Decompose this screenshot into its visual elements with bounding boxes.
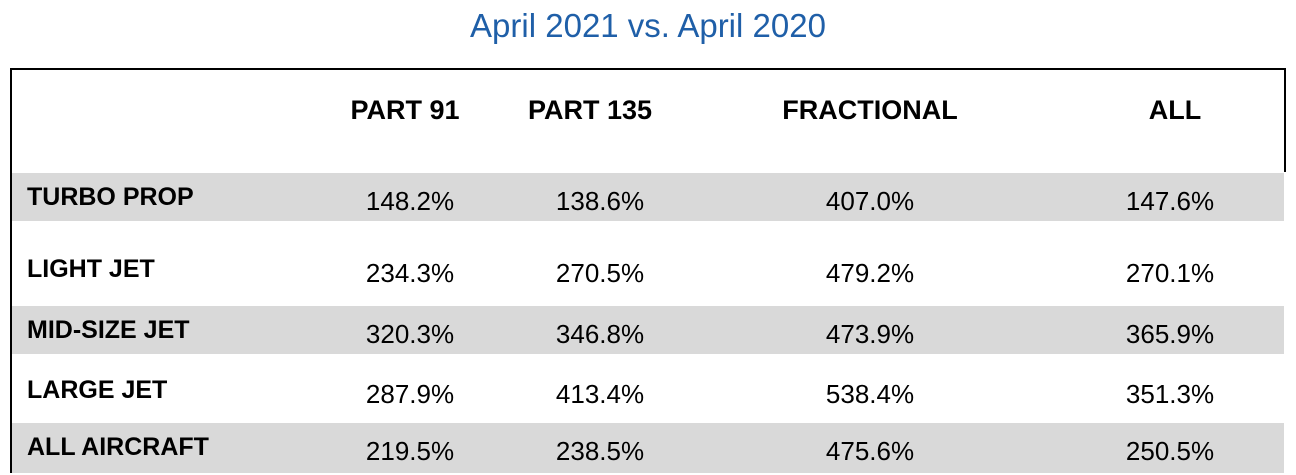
table-cell: 346.8% — [555, 319, 645, 349]
table-cell: 219.5% — [365, 436, 455, 466]
row-label: ALL AIRCRAFT — [27, 433, 209, 461]
table-cell: 234.3% — [365, 258, 455, 288]
table-cell: 413.4% — [555, 379, 645, 409]
table-cell: 473.9% — [825, 319, 915, 349]
table-cell: 475.6% — [825, 436, 915, 466]
table-cell: 250.5% — [1125, 436, 1215, 466]
table-cell: 351.3% — [1125, 379, 1215, 409]
table-row-mid-size-jet: MID-SIZE JET 320.3% 346.8% 473.9% 365.9% — [12, 306, 1284, 354]
table-cell: 479.2% — [825, 258, 915, 288]
table-cell: 287.9% — [365, 379, 455, 409]
column-header-part-135: PART 135 — [527, 95, 653, 125]
header-right-border — [1284, 68, 1286, 172]
row-label: LARGE JET — [27, 376, 168, 404]
table-frame — [10, 68, 1284, 473]
table-cell: 238.5% — [555, 436, 645, 466]
column-header-fractional: FRACTIONAL — [782, 95, 958, 125]
table-cell: 270.5% — [555, 258, 645, 288]
table-cell: 538.4% — [825, 379, 915, 409]
column-header-all: ALL — [1148, 95, 1202, 125]
table-cell: 138.6% — [555, 186, 645, 216]
table-row-turbo-prop: TURBO PROP 148.2% 138.6% 407.0% 147.6% — [12, 173, 1284, 221]
table-cell: 365.9% — [1125, 319, 1215, 349]
row-label: LIGHT JET — [27, 255, 155, 283]
table-cell: 148.2% — [365, 186, 455, 216]
table-cell: 270.1% — [1125, 258, 1215, 288]
chart-title: April 2021 vs. April 2020 — [470, 7, 826, 44]
table-row-light-jet: LIGHT JET 234.3% 270.5% 479.2% 270.1% — [12, 245, 1284, 293]
table-row-large-jet: LARGE JET 287.9% 413.4% 538.4% 351.3% — [12, 366, 1284, 414]
table-cell: 147.6% — [1125, 186, 1215, 216]
column-header-part-91: PART 91 — [350, 95, 460, 125]
table-cell: 320.3% — [365, 319, 455, 349]
row-label: TURBO PROP — [27, 183, 194, 211]
row-label: MID-SIZE JET — [27, 316, 190, 344]
table-row-all-aircraft: ALL AIRCRAFT 219.5% 238.5% 475.6% 250.5% — [12, 423, 1284, 473]
table-cell: 407.0% — [825, 186, 915, 216]
